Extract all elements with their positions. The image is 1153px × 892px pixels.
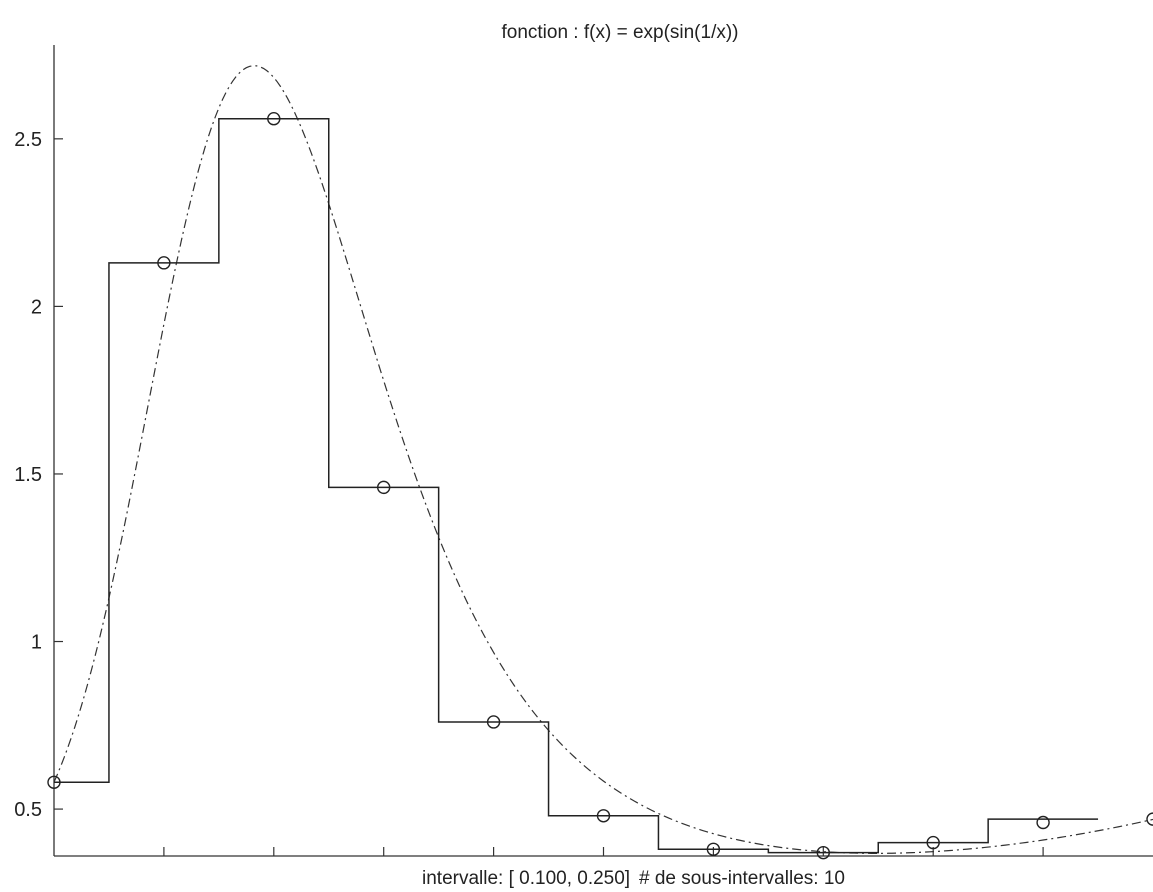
data-point-marker bbox=[377, 480, 391, 495]
interval-label: intervalle: [ 0.100, 0.250] bbox=[422, 868, 630, 889]
data-point-marker bbox=[486, 715, 501, 729]
data-point-marker bbox=[926, 835, 940, 850]
y-tick-label: 1 bbox=[31, 632, 42, 654]
data-point-marker bbox=[47, 775, 61, 789]
y-tick-label: 2.5 bbox=[14, 129, 42, 151]
data-point-marker bbox=[706, 842, 721, 856]
y-axis-ticks: 0.5 1 1.5 2 2.5 bbox=[14, 129, 63, 821]
step-approximation bbox=[54, 117, 1099, 854]
data-point-marker bbox=[1146, 812, 1153, 826]
data-point-marker bbox=[816, 845, 830, 860]
subintervals-label: # de sous-intervalles: 10 bbox=[639, 868, 845, 889]
function-curve bbox=[53, 65, 1153, 854]
y-tick-label: 2 bbox=[31, 296, 42, 318]
data-point-marker bbox=[157, 256, 171, 270]
y-tick-label: 1.5 bbox=[14, 464, 42, 486]
series-layer bbox=[47, 65, 1153, 860]
data-point-marker bbox=[1036, 815, 1050, 830]
data-point-marker bbox=[267, 112, 281, 126]
y-tick-label: 0.5 bbox=[14, 799, 42, 821]
x-axis-ticks bbox=[163, 847, 1044, 856]
chart-title: fonction : f(x) = exp(sin(1/x)) bbox=[501, 22, 738, 43]
data-point-marker bbox=[596, 809, 611, 823]
